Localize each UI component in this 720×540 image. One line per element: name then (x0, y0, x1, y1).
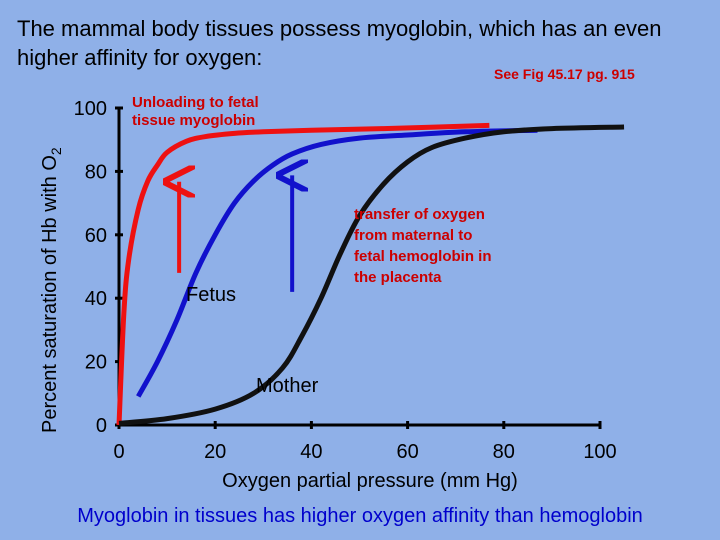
slide-title: The mammal body tissues possess myoglobi… (17, 16, 662, 70)
x-tick-label: 60 (396, 441, 418, 463)
y-axis-title: Percent saturation of Hb with O2 (39, 147, 64, 433)
y-tick-label: 20 (85, 352, 107, 374)
fetus-label: Fetus (186, 284, 236, 306)
unloading-annotation: Unloading to fetal tissue myoglobin (132, 94, 263, 129)
y-tick-label: 40 (85, 288, 107, 310)
figure-reference: See Fig 45.17 pg. 915 (494, 66, 635, 82)
y-tick-label: 100 (74, 98, 107, 120)
y-tick-label: 80 (85, 161, 107, 183)
y-axis-ticks: 0 20 40 60 80 100 (74, 98, 123, 437)
mother-label: Mother (256, 375, 319, 397)
slide-footer: Myoglobin in tissues has higher oxygen a… (77, 505, 643, 527)
transfer-annotation: transfer of oxygen from maternal to feta… (354, 206, 496, 286)
x-tick-label: 0 (113, 441, 124, 463)
x-axis-title: Oxygen partial pressure (mm Hg) (222, 470, 518, 492)
y-tick-label: 0 (96, 415, 107, 437)
series-layer (116, 122, 625, 426)
x-tick-label: 40 (300, 441, 322, 463)
x-tick-label: 80 (493, 441, 515, 463)
series-fetus-curve (136, 127, 538, 398)
series-mother-curve (118, 124, 625, 426)
x-tick-label: 100 (583, 441, 616, 463)
x-tick-label: 20 (204, 441, 226, 463)
arrow-layer (179, 175, 292, 292)
y-tick-label: 60 (85, 225, 107, 247)
series-myoglobin-curve (116, 122, 490, 426)
x-axis-ticks: 0 20 40 60 80 100 (113, 421, 617, 463)
